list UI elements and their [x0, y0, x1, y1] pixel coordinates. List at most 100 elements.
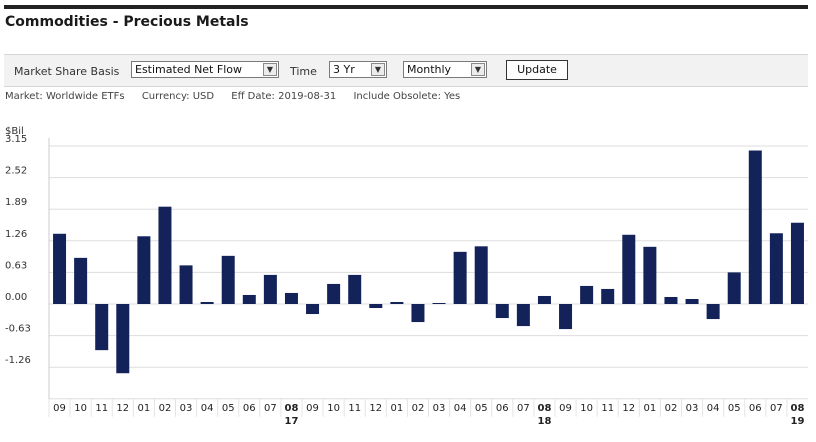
basis-label: Market Share Basis — [14, 65, 120, 78]
obsolete-value: Yes — [444, 91, 461, 102]
bar — [327, 283, 341, 304]
x-tick-label: 05 — [475, 403, 488, 414]
bar — [516, 304, 530, 327]
x-tick-label: 07 — [264, 403, 277, 414]
basis-select[interactable]: Estimated Net Flow ▼ — [131, 61, 279, 78]
x-tick-label: 05 — [222, 403, 235, 414]
x-year-label: 18 — [537, 416, 551, 427]
y-tick-label: 3.15 — [5, 134, 27, 145]
bar — [306, 304, 320, 315]
bar — [790, 222, 804, 304]
bar — [769, 233, 783, 304]
x-tick-label: 04 — [201, 403, 214, 414]
chevron-down-icon: ▼ — [263, 63, 277, 76]
period-select[interactable]: Monthly ▼ — [403, 61, 487, 78]
market-label: Market: — [5, 91, 43, 102]
bar — [200, 301, 214, 304]
x-tick-label: 08 — [284, 403, 298, 414]
bar — [474, 246, 488, 304]
x-tick-label: 01 — [644, 403, 657, 414]
x-tick-label: 08 — [537, 403, 551, 414]
toolbar: Market Share Basis Estimated Net Flow ▼ … — [4, 54, 808, 87]
x-tick-label: 12 — [622, 403, 635, 414]
bar — [748, 150, 762, 304]
bar — [580, 285, 594, 304]
bar — [537, 295, 551, 304]
y-tick-label: -0.63 — [5, 324, 31, 335]
bar — [179, 265, 193, 304]
x-tick-label: 06 — [749, 403, 762, 414]
x-tick-label: 11 — [348, 403, 361, 414]
market-value: Worldwide ETFs — [45, 91, 125, 102]
y-tick-label: -1.26 — [5, 355, 31, 366]
x-tick-label: 03 — [180, 403, 193, 414]
x-tick-label: 12 — [369, 403, 382, 414]
y-tick-label: 1.89 — [5, 197, 27, 208]
x-tick-label: 09 — [306, 403, 319, 414]
bar — [242, 294, 256, 304]
x-tick-label: 08 — [790, 403, 804, 414]
x-tick-label: 06 — [243, 403, 256, 414]
x-tick-label: 10 — [74, 403, 87, 414]
y-tick-label: 0.00 — [5, 292, 27, 303]
eff-date-label: Eff Date: — [231, 91, 275, 102]
bar — [53, 233, 67, 304]
x-tick-label: 04 — [454, 403, 467, 414]
bar — [559, 304, 573, 330]
x-tick-label: 01 — [138, 403, 151, 414]
bar — [495, 304, 509, 319]
bar — [158, 206, 172, 304]
x-year-label: 17 — [284, 416, 298, 427]
chevron-down-icon: ▼ — [371, 63, 385, 76]
chevron-down-icon: ▼ — [471, 63, 485, 76]
page-title: Commodities - Precious Metals — [5, 14, 249, 30]
bar — [137, 236, 151, 304]
bar — [432, 302, 446, 304]
x-tick-label: 02 — [412, 403, 425, 414]
bar — [411, 304, 425, 323]
bar — [643, 246, 657, 304]
currency-label: Currency: — [141, 91, 190, 102]
bar — [221, 255, 235, 304]
bar — [453, 251, 467, 304]
y-tick-label: 2.52 — [5, 166, 27, 177]
x-tick-label: 05 — [728, 403, 741, 414]
meta-line: Market: Worldwide ETFs Currency: USD Eff… — [5, 91, 460, 102]
x-tick-label: 11 — [601, 403, 614, 414]
update-button[interactable]: Update — [506, 60, 568, 80]
x-tick-label: 02 — [159, 403, 172, 414]
currency-value: USD — [192, 91, 215, 102]
x-tick-label: 07 — [517, 403, 530, 414]
y-tick-label: 1.26 — [5, 229, 27, 240]
y-axis-unit-label: $Bil — [5, 126, 24, 137]
bar — [601, 288, 615, 304]
eff-date-value: 2019-08-31 — [278, 91, 337, 102]
bar — [727, 272, 741, 304]
x-tick-label: 03 — [686, 403, 699, 414]
x-tick-label: 07 — [770, 403, 783, 414]
x-tick-label: 11 — [95, 403, 108, 414]
x-tick-label: 03 — [433, 403, 446, 414]
time-select[interactable]: 3 Yr ▼ — [329, 61, 387, 78]
y-tick-label: 0.63 — [5, 260, 27, 271]
basis-select-value: Estimated Net Flow — [135, 63, 242, 76]
top-rule — [4, 5, 808, 9]
x-tick-label: 10 — [327, 403, 340, 414]
x-tick-label: 09 — [559, 403, 572, 414]
x-tick-label: 01 — [391, 403, 404, 414]
x-tick-label: 02 — [665, 403, 678, 414]
bar — [95, 304, 109, 351]
time-label: Time — [290, 65, 317, 78]
bar — [685, 298, 699, 304]
bar — [706, 304, 720, 320]
bar — [622, 234, 636, 304]
bar — [390, 301, 404, 304]
bar — [116, 304, 130, 374]
x-tick-label: 04 — [707, 403, 720, 414]
x-tick-label: 12 — [116, 403, 129, 414]
period-select-value: Monthly — [407, 63, 452, 76]
bar — [263, 274, 277, 304]
obsolete-label: Include Obsolete: — [353, 91, 441, 102]
bar — [74, 257, 88, 304]
